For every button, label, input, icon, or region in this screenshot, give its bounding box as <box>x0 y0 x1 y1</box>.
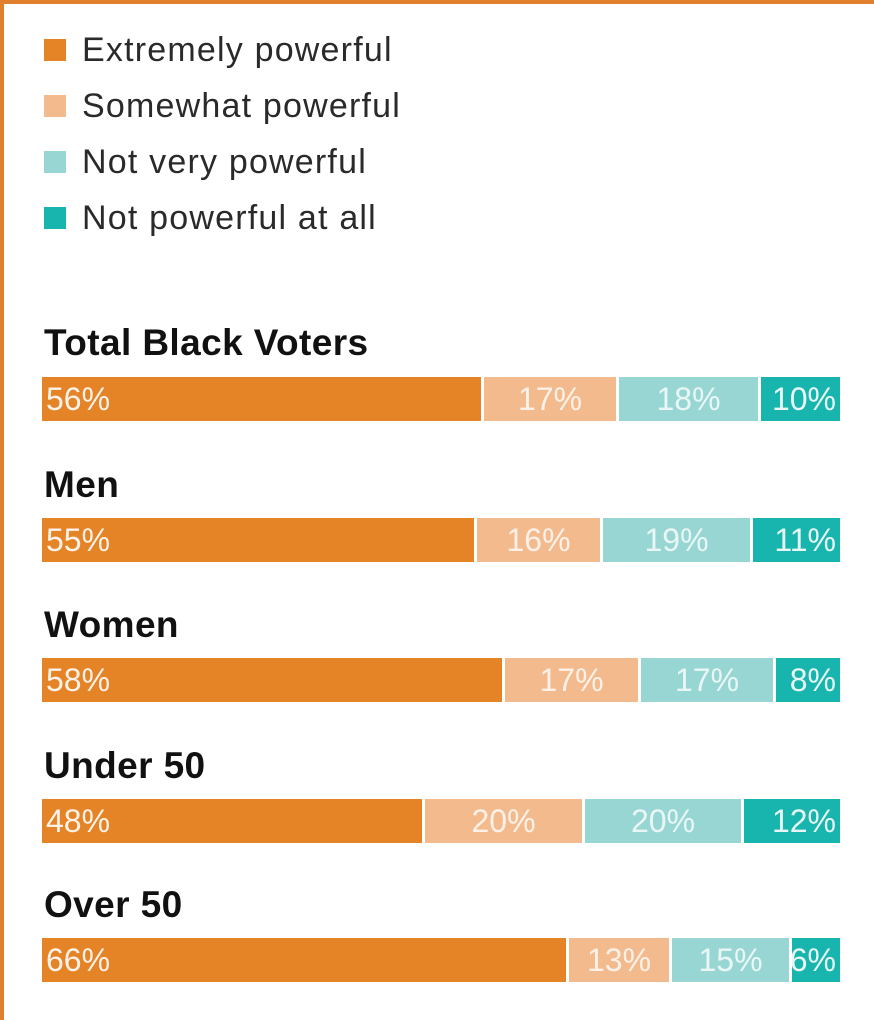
data-label: 19% <box>644 521 709 558</box>
bar-segment: 48% <box>42 799 425 843</box>
legend-label: Extremely powerful <box>82 30 393 69</box>
bar-segment: 20% <box>585 799 744 843</box>
data-label: 13% <box>586 941 652 978</box>
data-label: 12% <box>771 802 836 839</box>
legend-swatch <box>44 95 66 117</box>
data-label: 17% <box>674 661 740 698</box>
bar-segment: 12% <box>744 799 840 843</box>
bar-segment: 15% <box>672 938 792 982</box>
data-label: 15% <box>698 941 763 978</box>
data-label: 55% <box>46 521 111 558</box>
category-label: Under 50 <box>44 745 206 786</box>
category-label: Women <box>44 604 179 645</box>
bar-segment: 10% <box>761 377 840 421</box>
stacked-bar: 58% 17% 17% 8% <box>42 658 840 702</box>
data-label: 48% <box>46 802 111 839</box>
data-label: 20% <box>471 802 536 839</box>
legend-label: Not powerful at all <box>82 198 377 237</box>
data-label: 8% <box>789 661 836 698</box>
data-label: 16% <box>506 521 571 558</box>
bar-segment: 56% <box>42 377 484 421</box>
legend-swatch <box>44 207 66 229</box>
stacked-bar: 48% 20% 20% 12% <box>42 799 840 843</box>
bar-segment: 16% <box>477 518 603 562</box>
data-label: 11% <box>774 521 836 558</box>
bar-segment: 6% <box>792 938 840 982</box>
bar-segment: 13% <box>569 938 672 982</box>
data-label: 6% <box>792 941 836 978</box>
legend-swatch <box>44 39 66 61</box>
legend-item: Not powerful at all <box>44 198 377 238</box>
legend-item: Extremely powerful <box>44 30 393 70</box>
category-label: Over 50 <box>44 884 183 925</box>
bar-segment: 55% <box>42 518 477 562</box>
stacked-bar: 56% 17% 18% 10% <box>42 377 840 421</box>
legend-swatch <box>44 151 66 173</box>
data-label: 20% <box>630 802 696 839</box>
bar-segment: 17% <box>484 377 619 421</box>
stacked-bar: 55% 16% 19% 11% <box>42 518 840 562</box>
bar-segment: 18% <box>619 377 761 421</box>
data-label: 56% <box>46 380 111 417</box>
data-label: 17% <box>539 661 604 698</box>
bar-segment: 58% <box>42 658 505 702</box>
legend-label: Somewhat powerful <box>82 86 401 125</box>
data-label: 10% <box>771 380 836 417</box>
category-label: Men <box>44 464 120 505</box>
data-label: 18% <box>656 380 721 417</box>
data-label: 66% <box>46 941 111 978</box>
category-label: Total Black Voters <box>44 322 369 363</box>
data-label: 17% <box>517 380 583 417</box>
legend-item: Not very powerful <box>44 142 367 182</box>
stacked-bar: 66% 13% 15% 6% <box>42 938 840 982</box>
bar-segment: 8% <box>776 658 840 702</box>
bar-segment: 19% <box>603 518 753 562</box>
legend-item: Somewhat powerful <box>44 86 401 126</box>
bar-segment: 66% <box>42 938 569 982</box>
bar-segment: 20% <box>425 799 585 843</box>
legend-label: Not very powerful <box>82 142 367 181</box>
bar-segment: 17% <box>641 658 776 702</box>
bar-segment: 11% <box>753 518 840 562</box>
bar-segment: 17% <box>505 658 641 702</box>
data-label: 58% <box>46 661 111 698</box>
